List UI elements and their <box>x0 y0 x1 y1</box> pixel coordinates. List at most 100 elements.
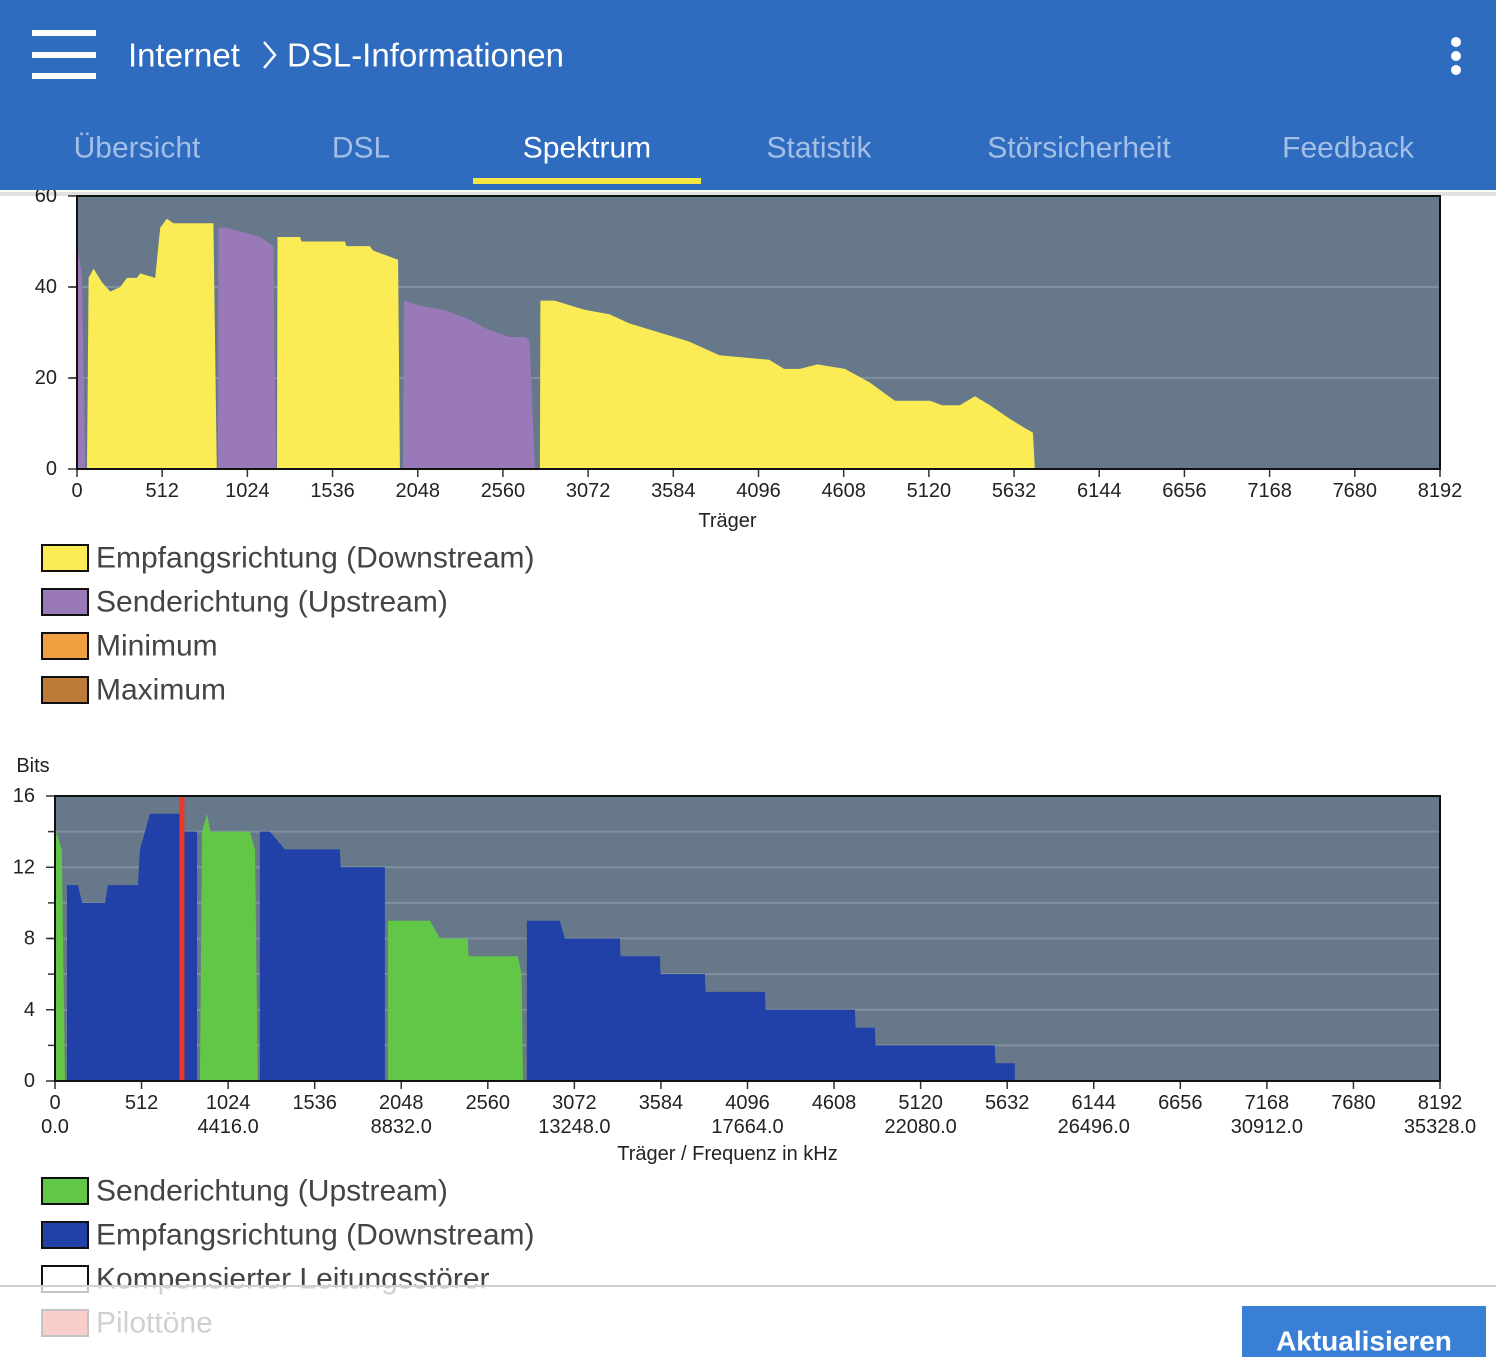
legend-label[interactable]: Senderichtung (Upstream) <box>96 1175 448 1208</box>
bottom-bar: Aktualisieren <box>0 1285 1496 1357</box>
legend-label[interactable]: Maximum <box>96 674 226 707</box>
breadcrumb-item: DSL-Informationen <box>287 37 564 74</box>
x-freq-label: 13248.0 <box>538 1116 610 1138</box>
y-tick-label: 16 <box>13 785 35 807</box>
x-tick-label: 4608 <box>812 1092 857 1114</box>
x-tick-label: 3072 <box>566 480 611 502</box>
x-tick-label: 1536 <box>310 480 355 502</box>
legend-swatch[interactable] <box>41 1177 89 1205</box>
app-bar-shadow <box>0 192 1496 196</box>
menu-line <box>32 52 96 58</box>
x-tick-label: 6656 <box>1162 480 1207 502</box>
x-freq-label: 8832.0 <box>371 1116 432 1138</box>
x-tick-label: 4096 <box>725 1092 770 1114</box>
x-tick-label: 3584 <box>639 1092 684 1114</box>
plot-border <box>54 795 1441 1082</box>
x-tick-label: 5632 <box>985 1092 1030 1114</box>
area <box>87 218 1035 469</box>
tab[interactable]: Statistik <box>766 132 872 165</box>
x-tick-label: 0 <box>71 480 82 502</box>
area <box>77 227 535 469</box>
menu-button[interactable] <box>32 30 96 79</box>
dot <box>1451 37 1461 47</box>
area <box>67 813 1015 1081</box>
x-axis-label: Träger <box>698 510 757 532</box>
breadcrumb-chevron <box>263 41 277 69</box>
menu-line <box>32 30 96 36</box>
y-tick-label: 12 <box>13 856 35 878</box>
menu-line <box>32 73 96 79</box>
refresh-button-label[interactable]: Aktualisieren <box>1276 1326 1452 1357</box>
more-button[interactable] <box>1451 37 1461 75</box>
x-freq-label: 4416.0 <box>198 1116 259 1138</box>
x-tick-label: 6656 <box>1158 1092 1203 1114</box>
y-tick-label: 60 <box>35 185 57 207</box>
app-bar: Internet DSL-Informationen Übersicht DSL S… <box>0 0 1496 196</box>
x-freq-label: 35328.0 <box>1404 1116 1476 1138</box>
legend-swatch[interactable] <box>41 588 89 616</box>
legend-label[interactable]: Empfangsrichtung (Downstream) <box>96 542 535 575</box>
x-tick-label: 6144 <box>1077 480 1122 502</box>
app-bar-bg <box>0 0 1496 190</box>
x-tick-label: 1024 <box>206 1092 251 1114</box>
tab-indicator <box>473 178 701 184</box>
y-tick-label: 0 <box>24 1070 35 1092</box>
x-tick-label: 5120 <box>907 480 952 502</box>
x-tick-label: 8192 <box>1418 480 1463 502</box>
x-tick-label: 2560 <box>481 480 526 502</box>
x-tick-label: 6144 <box>1072 1092 1117 1114</box>
x-tick-label: 7168 <box>1247 480 1292 502</box>
x-tick-label: 7680 <box>1333 480 1378 502</box>
x-tick-label: 0 <box>49 1092 60 1114</box>
legend-swatch[interactable] <box>41 632 89 660</box>
x-freq-label: 30912.0 <box>1231 1116 1303 1138</box>
refresh-button[interactable] <box>1242 1306 1486 1357</box>
x-tick-label: 8192 <box>1418 1092 1463 1114</box>
x-tick-label: 2560 <box>466 1092 511 1114</box>
x-freq-label: 22080.0 <box>884 1116 956 1138</box>
x-freq-label: 26496.0 <box>1058 1116 1130 1138</box>
y-tick-label: 20 <box>35 367 57 389</box>
legend-label[interactable]: Minimum <box>96 630 218 663</box>
x-tick-label: 2048 <box>379 1092 424 1114</box>
x-tick-label: 512 <box>125 1092 158 1114</box>
x-tick-label: 512 <box>146 480 179 502</box>
x-tick-label: 4608 <box>821 480 866 502</box>
area <box>56 813 523 1081</box>
y-tick-label: 0 <box>46 458 57 480</box>
x-tick-label: 4096 <box>736 480 781 502</box>
legend-swatch[interactable] <box>41 1221 89 1249</box>
tab[interactable]: Spektrum <box>523 132 651 165</box>
x-freq-label: 17664.0 <box>711 1116 783 1138</box>
x-tick-label: 1024 <box>225 480 270 502</box>
x-tick-label: 1536 <box>292 1092 337 1114</box>
y-tick-label: 40 <box>35 276 57 298</box>
legend-swatch[interactable] <box>41 676 89 704</box>
dot <box>1451 51 1461 61</box>
x-tick-label: 5120 <box>898 1092 943 1114</box>
dot <box>1451 65 1461 75</box>
x-axis-label: Träger / Frequenz in kHz <box>617 1143 837 1165</box>
x-tick-label: 7168 <box>1245 1092 1290 1114</box>
y-axis-label: Bits <box>16 755 49 777</box>
legend-label[interactable]: Senderichtung (Upstream) <box>96 586 448 619</box>
tab[interactable]: Übersicht <box>74 132 201 165</box>
breadcrumb-item[interactable]: Internet <box>128 37 240 74</box>
pilot-tone <box>179 796 185 1081</box>
x-tick-label: 2048 <box>396 480 441 502</box>
plot-border <box>76 195 1441 470</box>
y-tick-label: 8 <box>24 928 35 950</box>
legend-swatch[interactable] <box>41 544 89 572</box>
x-freq-label: 0.0 <box>41 1116 69 1138</box>
tab[interactable]: Feedback <box>1282 132 1415 165</box>
tab-bar: Übersicht DSL Spektrum Statistik Störsicherh… <box>74 132 1415 184</box>
x-tick-label: 3072 <box>552 1092 597 1114</box>
x-tick-label: 7680 <box>1331 1092 1376 1114</box>
legend-label[interactable]: Empfangsrichtung (Downstream) <box>96 1219 535 1252</box>
x-tick-label: 5632 <box>992 480 1037 502</box>
tab[interactable]: Störsicherheit <box>987 132 1171 165</box>
y-tick-label: 4 <box>24 999 35 1021</box>
tab[interactable]: DSL <box>332 132 390 165</box>
